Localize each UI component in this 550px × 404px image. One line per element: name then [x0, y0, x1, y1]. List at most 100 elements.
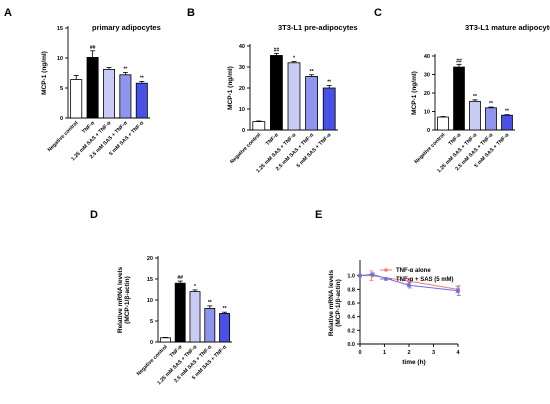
category-label: TNF-α: [265, 132, 280, 147]
y-tick-label: 0: [242, 128, 245, 134]
bar-chart-panel-c: 3T3-L1 mature adipocytes 0 10 20 30 40 MCP-1 (…: [411, 23, 550, 174]
significance-label: **: [310, 69, 314, 75]
bar: [305, 76, 318, 131]
chart-title: 3T3-L1 pre-adipocytes: [278, 23, 358, 32]
x-tick-label: 0: [358, 350, 361, 356]
bar: [174, 282, 186, 343]
significance-label: ##: [90, 45, 96, 51]
category-label: 5 mM SAS + TNF-α: [296, 132, 334, 170]
bar: [119, 74, 132, 119]
category-label: Negative control: [47, 120, 80, 153]
line-chart-panel-e: 0.0 0.2 0.4 0.6 0.8 1.0 0 1 2 3 4 time (h) Relative …: [328, 260, 461, 366]
legend-label: TNF-α + SAS (5 mM): [396, 277, 454, 283]
x-tick-label: 2: [407, 350, 410, 356]
y-tick-label: 5: [150, 319, 153, 325]
bar: [437, 116, 449, 131]
bar: [135, 82, 148, 119]
y-axis-label: (MCP-1/β-actin): [335, 279, 342, 327]
significance-label: **: [327, 79, 331, 85]
y-axis-label: MCP-1 (ng/ml): [41, 51, 48, 95]
data-point: [456, 288, 460, 293]
x-tick-label: 3: [432, 350, 435, 356]
y-axis-label: (MCP-1/β-actin): [124, 276, 131, 324]
series-line: [360, 275, 459, 290]
x-tick-label: 1: [383, 350, 386, 356]
significance-label: ##: [274, 47, 280, 53]
y-axis-label: Relative mRNA levels: [328, 270, 335, 337]
legend-marker: [384, 268, 388, 272]
significance-label: **: [473, 94, 477, 100]
y-axis-label: MCP-1 (ng/ml): [227, 66, 234, 110]
significance-label: *: [293, 56, 295, 62]
bar: [189, 291, 201, 343]
significance-label: **: [208, 300, 212, 306]
y-tick-label: 10: [424, 110, 430, 116]
panel-letter-b: B: [187, 7, 195, 19]
bar: [103, 69, 115, 119]
y-tick-label: 0.8: [347, 287, 355, 293]
bar: [287, 62, 301, 131]
y-tick-label: 10: [147, 298, 153, 304]
x-tick-label: 4: [456, 350, 460, 356]
x-axis-label: time (h): [402, 359, 425, 366]
significance-label: **: [123, 66, 127, 72]
y-tick-label: 0: [150, 340, 153, 346]
significance-label: **: [489, 101, 493, 107]
bar: [270, 55, 283, 131]
bar: [252, 121, 266, 131]
y-tick-label: 40: [239, 44, 245, 50]
panel-letter-c: C: [374, 7, 382, 19]
y-tick-label: 0.0: [347, 342, 355, 348]
chart-title: 3T3-L1 mature adipocytes: [465, 23, 550, 32]
y-tick-label: 0.2: [347, 328, 355, 334]
bar: [219, 313, 231, 343]
bar: [70, 79, 83, 119]
y-tick-label: 30: [424, 73, 430, 79]
chart-title: primary adipocytes: [92, 23, 161, 32]
bar: [159, 337, 171, 343]
bar: [469, 100, 481, 131]
y-tick-label: 0: [60, 116, 63, 122]
y-axis-label: MCP-1 (ng/ml): [411, 71, 418, 115]
data-point: [370, 272, 375, 277]
bar: [485, 107, 497, 131]
significance-label: *: [194, 284, 196, 290]
significance-label: ##: [456, 58, 462, 64]
y-tick-label: 10: [57, 56, 63, 62]
significance-label: **: [223, 306, 227, 312]
y-tick-label: 0.4: [347, 315, 356, 321]
y-tick-label: 0: [427, 128, 430, 134]
bar-chart-panel-b: 3T3-L1 pre-adipocytes 0 10 20 30 40 MCP-1 (ng/…: [227, 23, 358, 174]
y-tick-label: 20: [424, 91, 430, 97]
bar: [204, 307, 216, 343]
y-tick-label: 30: [239, 65, 245, 71]
legend-marker: [384, 277, 388, 281]
bar: [86, 57, 99, 119]
y-tick-label: 40: [424, 54, 430, 60]
data-point: [407, 279, 411, 283]
bar-chart-panel-d: 0 5 10 15 20 Relative mRNA levels (MCP-1/β-act…: [117, 256, 232, 386]
bar: [322, 87, 336, 131]
category-label: Negative control: [229, 132, 262, 165]
data-point: [407, 283, 411, 288]
bar: [453, 66, 465, 131]
data-point: [358, 273, 362, 278]
panel-letter-e: E: [315, 209, 322, 221]
category-label: Negative control: [136, 344, 169, 377]
legend-label: TNF-α alone: [396, 268, 431, 274]
bar-chart-panel-a: primary adipocytes 0 5 10 15 MCP-1 (ng/ml) Neg…: [41, 23, 161, 162]
significance-label: **: [140, 75, 144, 81]
significance-label: ##: [177, 275, 183, 281]
y-tick-label: 15: [57, 26, 63, 32]
y-tick-label: 20: [147, 256, 153, 262]
y-tick-label: 10: [239, 107, 245, 113]
y-tick-label: 15: [147, 277, 153, 283]
y-tick-label: 0.6: [347, 301, 355, 307]
significance-label: **: [505, 109, 509, 115]
y-tick-label: 20: [239, 86, 245, 92]
panel-letter-d: D: [90, 209, 98, 221]
category-label: Negative control: [413, 132, 446, 165]
y-tick-label: 5: [60, 86, 63, 92]
